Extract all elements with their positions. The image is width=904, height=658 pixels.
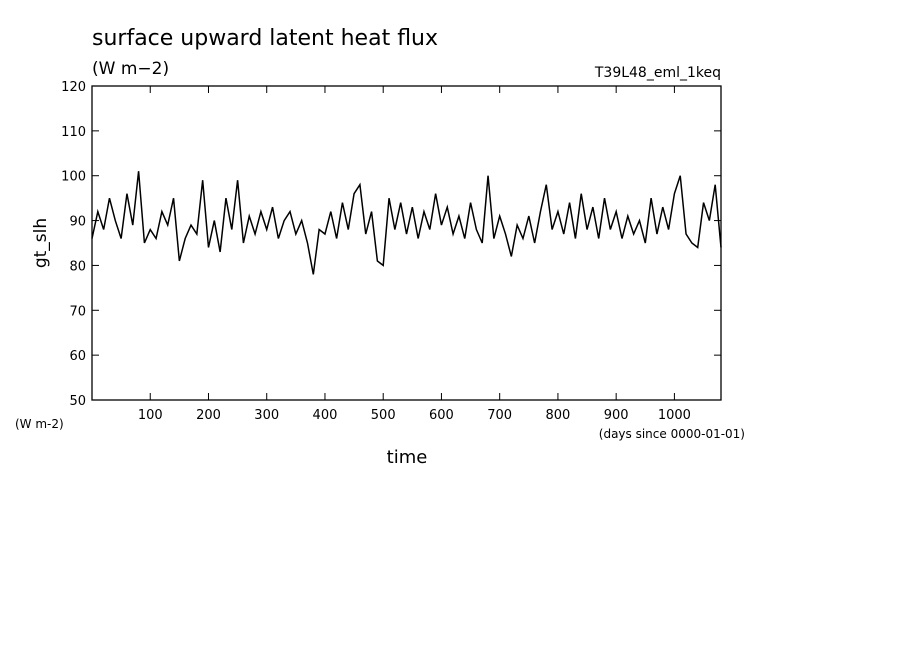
x-tick-label: 800 [546,408,571,423]
data-line [91,171,722,275]
x-tick-label: 700 [487,408,512,423]
y-tick-label: 80 [69,259,86,274]
annotation: T39L48_eml_1keq [594,65,721,81]
x-tick-label: 400 [313,408,338,423]
y-axis-label: gt_slh [31,218,51,268]
x-tick-label: 900 [604,408,629,423]
x-tick-label: 600 [429,408,454,423]
y-tick-label: 70 [69,304,86,319]
x-unit: (days since 0000-01-01) [599,427,745,441]
y-tick-label: 110 [61,125,86,140]
y-tick-label: 100 [61,170,86,185]
x-tick-label: 100 [138,408,163,423]
x-tick-label: 200 [196,408,221,423]
chart-subtitle: (W m−2) [92,59,169,79]
x-tick-label: 500 [371,408,396,423]
chart-title: surface upward latent heat flux [92,26,438,51]
y-tick-label: 50 [69,394,86,409]
x-tick-label: 1000 [658,408,691,423]
y-tick-label: 120 [61,80,86,95]
x-tick-label: 300 [254,408,279,423]
y-tick-label: 90 [69,215,86,230]
x-axis-label: time [387,447,428,468]
y-tick-label: 60 [69,349,86,364]
y-unit: (W m-2) [15,417,64,431]
